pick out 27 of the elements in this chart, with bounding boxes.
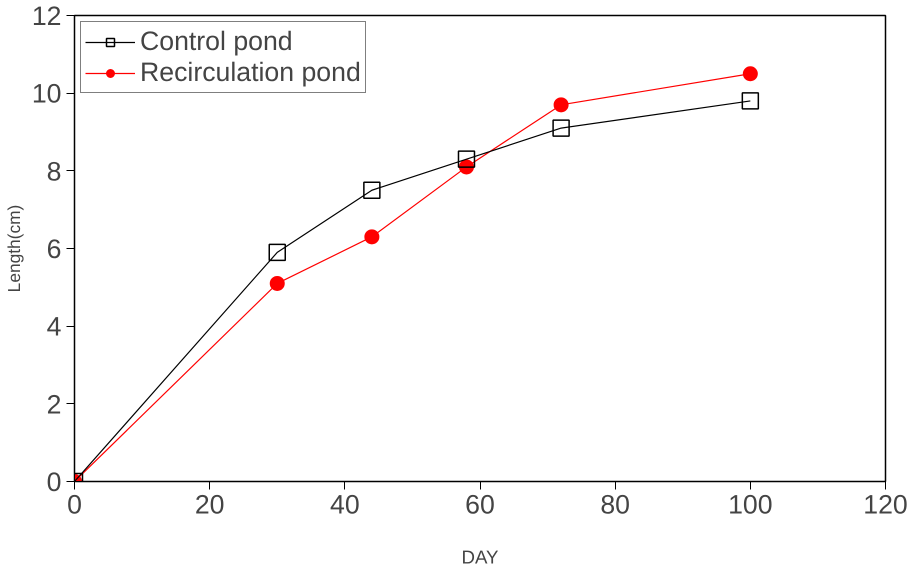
y-tick-label: 10	[32, 78, 62, 109]
point	[742, 66, 758, 82]
point	[742, 92, 760, 110]
y-axis-title: Length(cm)	[4, 204, 24, 292]
point	[554, 97, 569, 112]
point	[363, 182, 381, 199]
point	[552, 119, 570, 137]
x-tick-label: 40	[330, 490, 360, 520]
x-tick-label: 60	[465, 490, 495, 520]
x-tick-label: 120	[863, 490, 908, 520]
point	[270, 276, 285, 291]
x-tick-label: 100	[728, 490, 773, 520]
point	[268, 244, 286, 262]
legend-label: Control pond	[140, 26, 293, 57]
y-tick-label: 12	[32, 1, 62, 31]
y-tick-label: 0	[46, 467, 62, 497]
y-tick-label: 2	[46, 389, 62, 420]
x-axis-title: DAY	[462, 546, 500, 568]
x-tick-label: 80	[600, 490, 630, 520]
point	[458, 150, 476, 168]
y-tick-label: 6	[46, 234, 62, 264]
legend-label: Recirculation pond	[140, 57, 361, 88]
x-tick-label: 0	[67, 490, 82, 520]
point	[364, 229, 380, 244]
x-tick-label: 20	[194, 490, 224, 520]
y-tick-label: 4	[46, 312, 62, 342]
y-tick-label: 8	[46, 156, 62, 186]
